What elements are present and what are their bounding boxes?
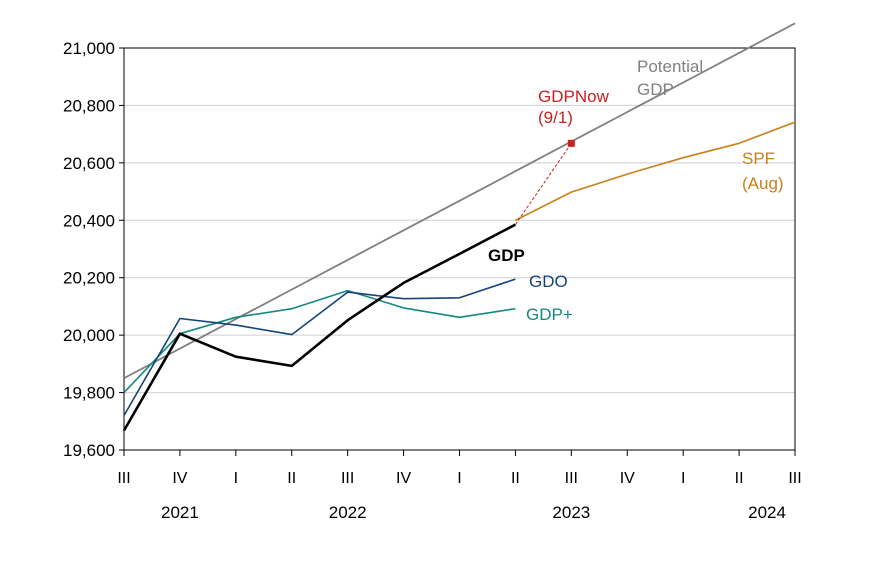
y-axis: 19,600 19,800 20,000 20,200 20,400 20,600 20,8… [63, 39, 124, 460]
year-label: 2024 [748, 503, 786, 522]
label-line: SPF [742, 149, 775, 168]
y-tick-label: 20,400 [63, 211, 115, 230]
year-label: 2021 [161, 503, 199, 522]
label-line: (9/1) [538, 108, 573, 127]
y-tick-label: 20,200 [63, 269, 115, 288]
label-line: GDO [529, 272, 568, 291]
series-lines [122, 22, 796, 432]
y-tick-label: 19,800 [63, 384, 115, 403]
label-line: GDP [488, 246, 525, 265]
gdpnow-marker [567, 139, 575, 147]
label-line: GDP+ [526, 305, 573, 324]
label-line: GDPNow [538, 87, 610, 106]
y-tick-label: 19,600 [63, 441, 115, 460]
label-gdp: GDP [488, 246, 525, 265]
y-tick-label: 21,000 [63, 39, 115, 58]
quarter-label: III [565, 470, 578, 487]
quarter-label: III [341, 470, 354, 487]
quarter-label: I [234, 470, 238, 487]
quarter-label: II [735, 470, 744, 487]
annotations [515, 139, 575, 225]
quarter-label: IV [172, 470, 187, 487]
series-line-gdp [123, 289, 516, 394]
quarter-label: I [457, 470, 461, 487]
quarter-label: IV [396, 470, 411, 487]
series-line-potential-gdp [123, 22, 796, 379]
quarter-label: III [117, 470, 130, 487]
quarter-label: II [287, 470, 296, 487]
quarter-label: III [788, 470, 801, 487]
label-potential-gdp: Potential GDP [637, 57, 703, 99]
quarter-label: II [511, 470, 520, 487]
label-gdo: GDO [529, 272, 568, 291]
label-gdp: GDP+ [526, 305, 573, 324]
series-line-gdp [122, 223, 517, 432]
y-tick-label: 20,000 [63, 326, 115, 345]
label-gdpnow-9-1: GDPNow (9/1) [538, 87, 610, 127]
year-label: 2022 [329, 503, 367, 522]
gdpnow-dashed-line [515, 143, 572, 225]
label-line: (Aug) [742, 174, 784, 193]
y-tick-label: 20,600 [63, 154, 115, 173]
label-line: Potential [637, 57, 703, 76]
gridlines [124, 104, 795, 394]
quarter-label: IV [620, 470, 635, 487]
year-label: 2023 [552, 503, 590, 522]
series-line-spf-aug [515, 121, 796, 222]
label-line: GDP [637, 80, 674, 99]
label-spf-aug: SPF (Aug) [742, 149, 784, 193]
series-line-gdo [123, 278, 516, 416]
quarter-label: I [681, 470, 685, 487]
y-tick-label: 20,800 [63, 96, 115, 115]
